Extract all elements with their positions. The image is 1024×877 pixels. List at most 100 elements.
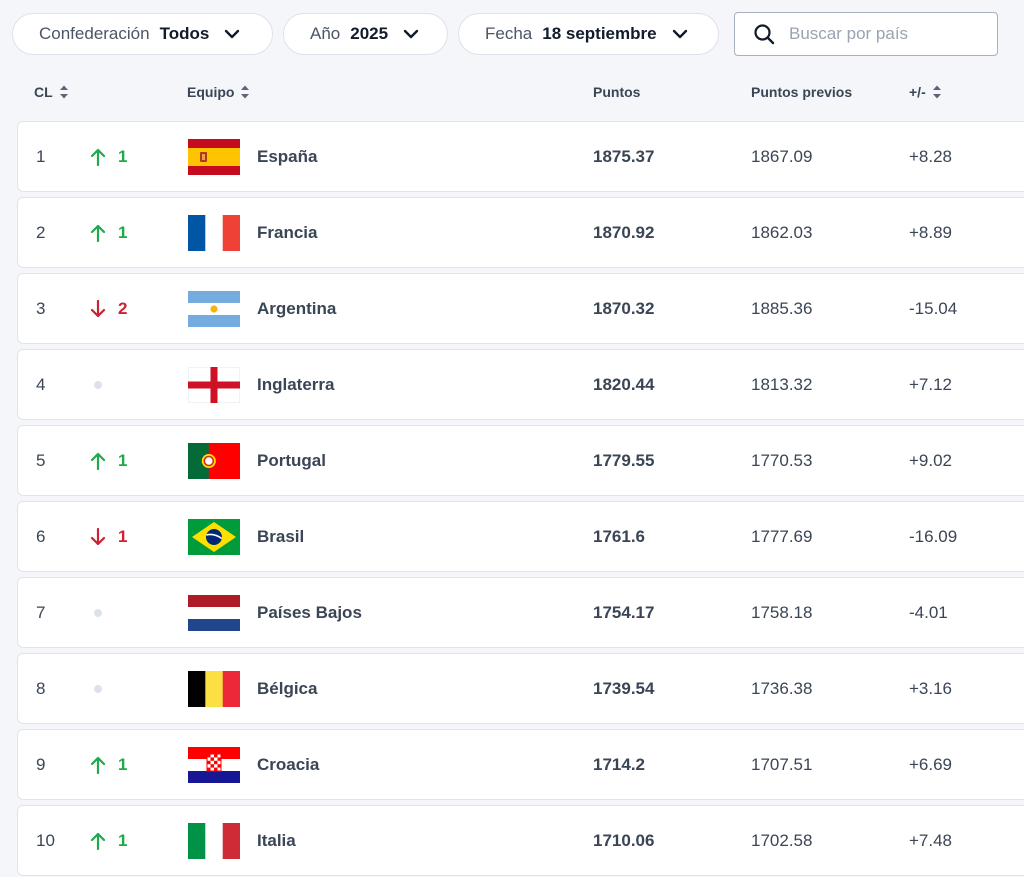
team-previous-points: 1867.09 bbox=[751, 146, 813, 166]
year-value: 2025 bbox=[350, 24, 389, 43]
year-label: Año bbox=[310, 24, 341, 43]
team-previous-points: 1702.58 bbox=[751, 830, 813, 850]
team-points: 1870.32 bbox=[593, 298, 655, 318]
sort-icon bbox=[59, 85, 68, 99]
rank-change: 2 bbox=[90, 274, 127, 343]
spain-flag-icon bbox=[188, 138, 240, 175]
rank-position: 6 bbox=[36, 526, 46, 546]
search-icon bbox=[754, 24, 775, 45]
team-points-diff: +9.02 bbox=[909, 450, 953, 470]
table-row[interactable]: 10 1 Italia 1710.06 1702.58 +7.48 bbox=[17, 805, 1024, 876]
rank-position: 9 bbox=[36, 754, 46, 774]
table-header: CL Equipo Puntos Puntos previos +/- bbox=[0, 78, 1024, 110]
table-row[interactable]: 1 1 España 1875.37 1867.09 +8.28 bbox=[17, 121, 1024, 192]
table-row[interactable]: 3 2 Argentina 1870.32 1885.36 -15.04 bbox=[17, 273, 1024, 344]
rank-change-value: 1 bbox=[118, 222, 128, 242]
confederation-label: Confederación bbox=[39, 24, 150, 43]
search-box[interactable] bbox=[734, 12, 998, 56]
team-points: 1761.6 bbox=[593, 526, 645, 546]
rank-change-value: 1 bbox=[118, 754, 128, 774]
table-row[interactable]: 6 1 Brasil 1761.6 1777.69 -16.09 bbox=[17, 501, 1024, 572]
team-flag bbox=[188, 502, 240, 571]
team-points-diff: +6.69 bbox=[909, 754, 953, 774]
team-points: 1754.17 bbox=[593, 602, 655, 622]
rank-change-value: 1 bbox=[118, 146, 128, 166]
diff-column-header[interactable]: +/- bbox=[909, 84, 942, 100]
team-flag bbox=[188, 350, 240, 419]
team-name[interactable]: España bbox=[257, 146, 318, 166]
team-name[interactable]: Países Bajos bbox=[257, 602, 362, 622]
team-name[interactable]: Argentina bbox=[257, 298, 337, 318]
table-row[interactable]: 8 Bélgica 1739.54 1736.38 +3.16 bbox=[17, 653, 1024, 724]
table-row[interactable]: 4 Inglaterra 1820.44 1813.32 +7.12 bbox=[17, 349, 1024, 420]
points-column-header: Puntos bbox=[593, 84, 640, 100]
table-row[interactable]: 9 1 Croacia 1714.2 1707.51 +6.69 bbox=[17, 729, 1024, 800]
team-name[interactable]: Croacia bbox=[257, 754, 320, 774]
chevron-down-icon bbox=[403, 29, 419, 39]
arrow-up-icon bbox=[90, 832, 106, 850]
arrow-up-icon bbox=[90, 756, 106, 774]
team-points: 1820.44 bbox=[593, 374, 655, 394]
team-points-diff: +3.16 bbox=[909, 678, 953, 698]
team-points: 1875.37 bbox=[593, 146, 655, 166]
team-flag bbox=[188, 654, 240, 723]
rank-position: 5 bbox=[36, 450, 46, 470]
points-header-label: Puntos bbox=[593, 84, 641, 100]
arrow-up-icon bbox=[90, 224, 106, 242]
team-name[interactable]: Inglaterra bbox=[257, 374, 335, 394]
rank-change bbox=[90, 350, 102, 419]
rank-change: 1 bbox=[90, 502, 127, 571]
team-points: 1714.2 bbox=[593, 754, 645, 774]
rank-change-value: 1 bbox=[118, 450, 128, 470]
team-points-diff: -16.09 bbox=[909, 526, 958, 546]
rank-position: 4 bbox=[36, 374, 46, 394]
date-label: Fecha bbox=[485, 24, 533, 43]
brazil-flag-icon bbox=[188, 518, 240, 555]
rank-position: 3 bbox=[36, 298, 46, 318]
year-dropdown[interactable]: Año 2025 bbox=[283, 13, 448, 55]
chevron-down-icon bbox=[672, 29, 687, 39]
team-name[interactable]: Portugal bbox=[257, 450, 326, 470]
team-flag bbox=[188, 806, 240, 875]
rank-change: 1 bbox=[90, 730, 127, 799]
date-dropdown[interactable]: Fecha 18 septiembre bbox=[458, 13, 719, 55]
team-name[interactable]: Francia bbox=[257, 222, 318, 242]
search-input[interactable] bbox=[789, 24, 989, 44]
england-flag-icon bbox=[188, 366, 240, 403]
rank-column-header[interactable]: CL bbox=[34, 84, 69, 100]
rank-change-value: 1 bbox=[118, 830, 128, 850]
team-name[interactable]: Bélgica bbox=[257, 678, 318, 698]
team-flag bbox=[188, 578, 240, 647]
date-value: 18 septiembre bbox=[542, 24, 657, 43]
team-flag bbox=[188, 426, 240, 495]
team-name[interactable]: Brasil bbox=[257, 526, 305, 546]
table-row[interactable]: 7 Países Bajos 1754.17 1758.18 -4.01 bbox=[17, 577, 1024, 648]
team-column-header[interactable]: Equipo bbox=[187, 84, 250, 100]
no-change-dot-icon bbox=[94, 684, 102, 693]
team-previous-points: 1813.32 bbox=[751, 374, 813, 394]
team-previous-points: 1777.69 bbox=[751, 526, 813, 546]
diff-header-label: +/- bbox=[909, 84, 926, 100]
team-previous-points: 1770.53 bbox=[751, 450, 813, 470]
rank-change: 1 bbox=[90, 198, 127, 267]
previous-header-label: Puntos previos bbox=[751, 84, 853, 100]
table-row[interactable]: 2 1 Francia 1870.92 1862.03 +8.89 bbox=[17, 197, 1024, 268]
team-name[interactable]: Italia bbox=[257, 830, 296, 850]
team-points: 1739.54 bbox=[593, 678, 655, 698]
team-previous-points: 1736.38 bbox=[751, 678, 813, 698]
team-points-diff: +7.12 bbox=[909, 374, 953, 394]
team-points: 1870.92 bbox=[593, 222, 655, 242]
confederation-dropdown[interactable]: Confederación Todos bbox=[12, 13, 273, 55]
rank-position: 8 bbox=[36, 678, 46, 698]
rank-change bbox=[90, 578, 102, 647]
france-flag-icon bbox=[188, 214, 240, 251]
team-points-diff: -4.01 bbox=[909, 602, 948, 622]
rank-position: 10 bbox=[36, 830, 55, 850]
sort-icon bbox=[932, 85, 941, 99]
rank-position: 2 bbox=[36, 222, 46, 242]
netherlands-flag-icon bbox=[188, 594, 240, 631]
previous-points-column-header: Puntos previos bbox=[751, 84, 852, 100]
table-row[interactable]: 5 1 Portugal 1779.55 1770.53 +9.02 bbox=[17, 425, 1024, 496]
team-points: 1779.55 bbox=[593, 450, 655, 470]
team-points: 1710.06 bbox=[593, 830, 655, 850]
